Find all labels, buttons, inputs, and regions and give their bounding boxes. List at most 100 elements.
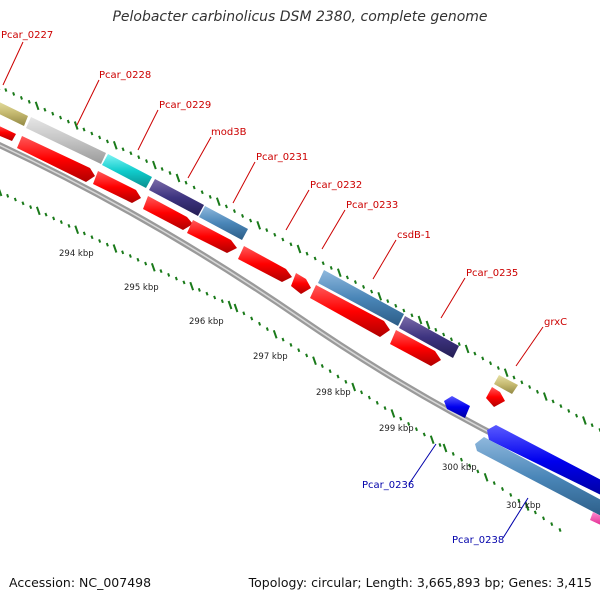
gene-labels: Pcar_0227 Pcar_0228 Pcar_0229 mod3B Pcar_023… bbox=[1, 30, 567, 546]
inner-tick-major bbox=[442, 443, 448, 453]
inner-tick-minor bbox=[500, 487, 505, 491]
inner-tick-minor bbox=[98, 239, 102, 243]
outer-tick-minor bbox=[137, 155, 141, 160]
inner-tick-minor bbox=[297, 348, 301, 353]
inner-tick-minor bbox=[517, 498, 521, 503]
inner-tick-major bbox=[150, 262, 156, 272]
forward-inner-genes bbox=[0, 126, 505, 407]
inner-tick-minor bbox=[13, 197, 17, 202]
inner-tick-major bbox=[189, 281, 195, 291]
gene-label-leader bbox=[232, 161, 256, 204]
gene-label-leader bbox=[515, 326, 544, 367]
inner-tick-minor bbox=[289, 342, 293, 347]
outer-tick-minor bbox=[410, 313, 414, 318]
outer-tick-minor bbox=[200, 190, 204, 195]
inner-tick-minor bbox=[344, 379, 348, 384]
inner-tick-minor bbox=[136, 257, 140, 262]
inner-tick-minor bbox=[320, 364, 324, 368]
inner-tick-minor bbox=[258, 321, 262, 326]
inner-tick-minor bbox=[476, 469, 480, 474]
outer-tick-minor bbox=[273, 232, 277, 237]
inner-tick-minor bbox=[213, 295, 217, 300]
outer-tick-minor bbox=[481, 356, 485, 361]
gene-mod3b bbox=[149, 179, 204, 216]
inner-tick-minor bbox=[407, 421, 411, 426]
outer-tick-minor bbox=[362, 284, 366, 289]
outer-tick-minor bbox=[19, 95, 23, 100]
gene-pcar-0235 bbox=[399, 316, 459, 358]
outer-tick-minor bbox=[168, 171, 172, 175]
gene-label-leader bbox=[321, 209, 346, 250]
outer-tick-major bbox=[542, 392, 548, 401]
inner-tick-major bbox=[35, 206, 41, 216]
inner-tick-minor bbox=[438, 443, 442, 447]
inner-tick-major bbox=[0, 188, 3, 197]
gene-pcar-0238 bbox=[475, 437, 600, 516]
outer-tick-minor bbox=[208, 194, 212, 199]
inner-tick-minor bbox=[492, 481, 496, 486]
outer-tick-minor bbox=[402, 308, 406, 313]
gene-pcar-0231 bbox=[199, 206, 248, 240]
inner-tick-minor bbox=[174, 276, 178, 281]
outer-tick-minor bbox=[305, 251, 309, 256]
inner-tick-minor bbox=[105, 242, 109, 247]
inner-tick-major bbox=[272, 329, 278, 339]
gene-label-leader bbox=[187, 136, 212, 179]
outer-tick-minor bbox=[121, 147, 125, 152]
gene-label-leader bbox=[2, 41, 24, 86]
gene-pcar-0229 bbox=[102, 154, 152, 188]
inner-tick-major bbox=[524, 502, 530, 511]
scale-label: 296 kbp bbox=[189, 317, 224, 327]
inner-tick-minor bbox=[159, 269, 163, 274]
inner-tick-major bbox=[390, 409, 396, 418]
gene-label-leader bbox=[137, 109, 159, 151]
outer-tick-minor bbox=[528, 385, 532, 389]
inner-tick-minor bbox=[128, 254, 132, 258]
outer-tick-major bbox=[582, 416, 587, 425]
inner-tick-minor bbox=[468, 463, 472, 468]
outer-tick-minor bbox=[90, 131, 94, 136]
inner-tick-minor bbox=[205, 291, 209, 296]
gene-label: Pcar_0233 bbox=[346, 200, 398, 211]
gene-label-leader bbox=[502, 497, 529, 539]
inner-tick-major bbox=[233, 303, 239, 313]
outer-tick-minor bbox=[370, 289, 374, 294]
gene-pcar-0227 bbox=[0, 102, 28, 126]
accession-text: Accession: NC_007498 bbox=[9, 575, 152, 590]
inner-tick-major bbox=[351, 382, 357, 392]
inner-tick-minor bbox=[550, 522, 554, 527]
inner-tick-minor bbox=[399, 416, 403, 421]
inner-tick-minor bbox=[144, 261, 148, 266]
inner-tick-minor bbox=[414, 427, 418, 432]
outer-tick-minor bbox=[512, 375, 516, 380]
inner-tick-minor bbox=[90, 235, 94, 240]
outer-tick-minor bbox=[82, 127, 86, 132]
outer-tick-major bbox=[152, 160, 157, 170]
inner-tick-minor bbox=[82, 231, 86, 236]
inner-tick-minor bbox=[265, 327, 269, 332]
gene-label: Pcar_0228 bbox=[99, 70, 151, 81]
outer-tick-minor bbox=[265, 228, 269, 233]
inner-tick-minor bbox=[220, 299, 224, 304]
gene-label: Pcar_0232 bbox=[310, 180, 362, 191]
outer-tick-minor bbox=[66, 119, 70, 124]
outer-tick-minor bbox=[329, 265, 333, 270]
outer-tick-minor bbox=[4, 88, 8, 92]
inner-tick-minor bbox=[44, 212, 48, 217]
inner-tick-major bbox=[483, 472, 489, 482]
outer-tick-minor bbox=[27, 99, 31, 104]
scale-label: 299 kbp bbox=[379, 424, 414, 434]
outer-tick-minor bbox=[160, 167, 164, 171]
inner-tick-minor bbox=[360, 390, 364, 395]
outer-tick-minor bbox=[241, 213, 245, 218]
outer-tick-major bbox=[377, 291, 383, 301]
outer-tick-minor bbox=[12, 91, 16, 96]
gene-pcar-0236 bbox=[444, 396, 470, 418]
gene-pcar-0228 bbox=[26, 117, 106, 164]
outer-tick-minor bbox=[321, 261, 325, 266]
outer-tick-minor bbox=[567, 408, 571, 413]
inner-tick-minor bbox=[250, 316, 254, 321]
gene-label: mod3B bbox=[211, 127, 247, 138]
outer-tick-minor bbox=[551, 399, 555, 404]
outer-tick-minor bbox=[313, 256, 317, 261]
